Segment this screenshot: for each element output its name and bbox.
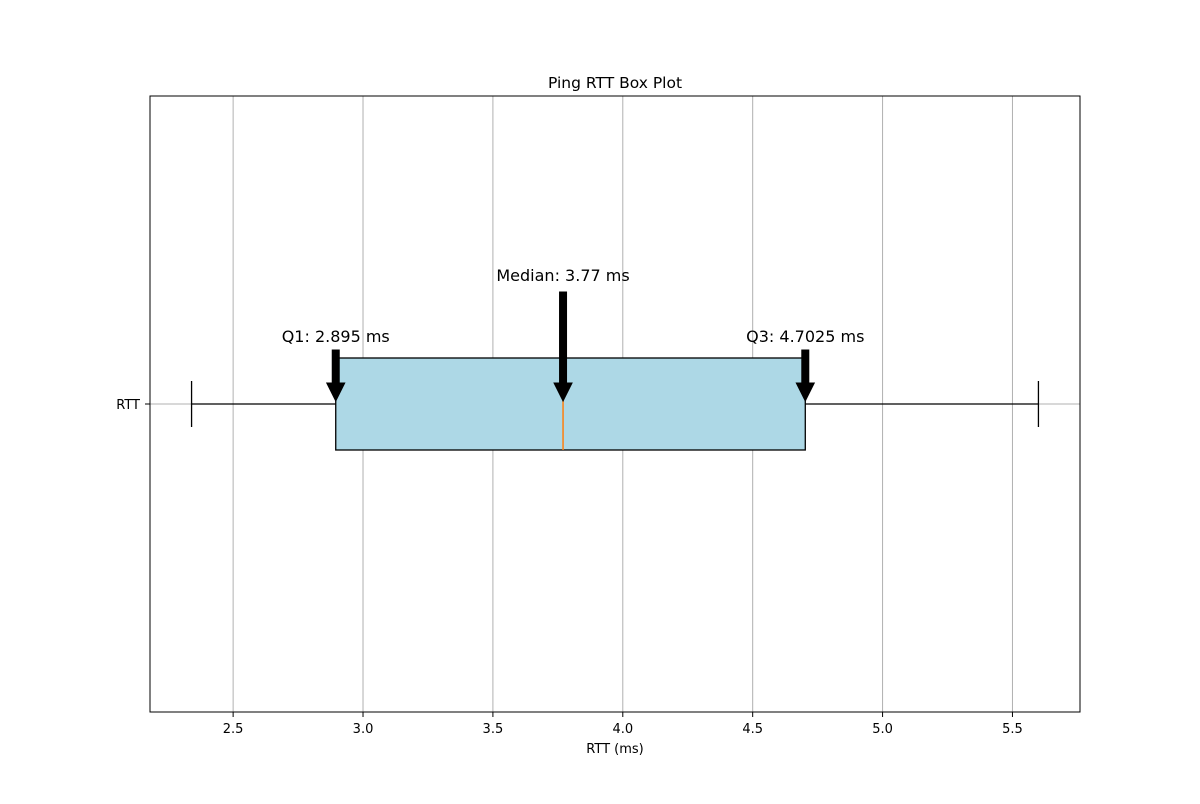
x-tick-label: 3.5 xyxy=(483,722,504,737)
x-tick-label: 5.0 xyxy=(872,722,893,737)
median-annotation-arrow xyxy=(553,291,573,403)
x-tick-label: 2.5 xyxy=(223,722,244,737)
iqr-box xyxy=(335,357,806,451)
x-tick-label: 5.5 xyxy=(1002,722,1023,737)
x-axis-label: RTT (ms) xyxy=(586,742,643,757)
x-tick-label: 3.0 xyxy=(353,722,374,737)
chart-title: Ping RTT Box Plot xyxy=(548,74,682,92)
x-tick-label: 4.0 xyxy=(612,722,633,737)
y-tick-label: RTT xyxy=(116,398,140,413)
median-annotation-label: Median: 3.77 ms xyxy=(496,266,629,285)
q3-annotation-arrow xyxy=(795,349,816,403)
x-tick-label: 4.5 xyxy=(742,722,763,737)
q3-annotation-label: Q3: 4.7025 ms xyxy=(746,327,864,346)
q1-annotation-arrow xyxy=(325,349,346,403)
q1-annotation-label: Q1: 2.895 ms xyxy=(282,327,390,346)
